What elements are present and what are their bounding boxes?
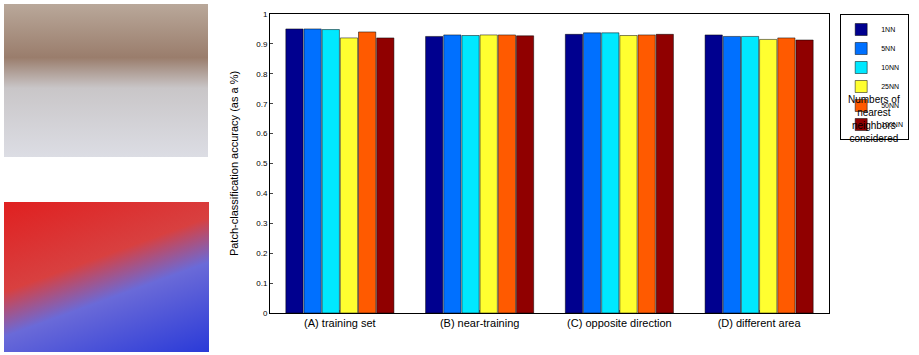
svg-text:1NN: 1NN [881, 26, 895, 33]
svg-text:0.4: 0.4 [256, 189, 268, 198]
svg-text:0.7: 0.7 [256, 100, 268, 109]
svg-text:(B) near-training: (B) near-training [440, 317, 519, 329]
svg-text:0.1: 0.1 [256, 279, 268, 288]
svg-text:Patch-classification accuracy: Patch-classification accuracy (as a %) [228, 71, 240, 256]
svg-text:0.5: 0.5 [256, 159, 268, 168]
svg-text:10NN: 10NN [881, 64, 899, 71]
svg-text:(D) different area: (D) different area [718, 317, 802, 329]
svg-text:0.6: 0.6 [256, 129, 268, 138]
svg-text:0.9: 0.9 [256, 40, 268, 49]
svg-text:25NN: 25NN [881, 83, 899, 90]
svg-text:50NN: 50NN [881, 102, 899, 109]
svg-text:5NN: 5NN [881, 45, 895, 52]
svg-text:0.8: 0.8 [256, 70, 268, 79]
svg-text:0.3: 0.3 [256, 219, 268, 228]
svg-text:(A) training set: (A) training set [304, 317, 376, 329]
svg-text:Numbers ofnearestneighborscons: Numbers ofnearestneighborsconsidered [848, 94, 900, 144]
svg-text:0: 0 [263, 309, 268, 318]
svg-text:(C) opposite direction: (C) opposite direction [567, 317, 672, 329]
svg-text:0.2: 0.2 [256, 249, 268, 258]
svg-text:100NN: 100NN [881, 121, 903, 128]
svg-text:1: 1 [263, 10, 268, 19]
